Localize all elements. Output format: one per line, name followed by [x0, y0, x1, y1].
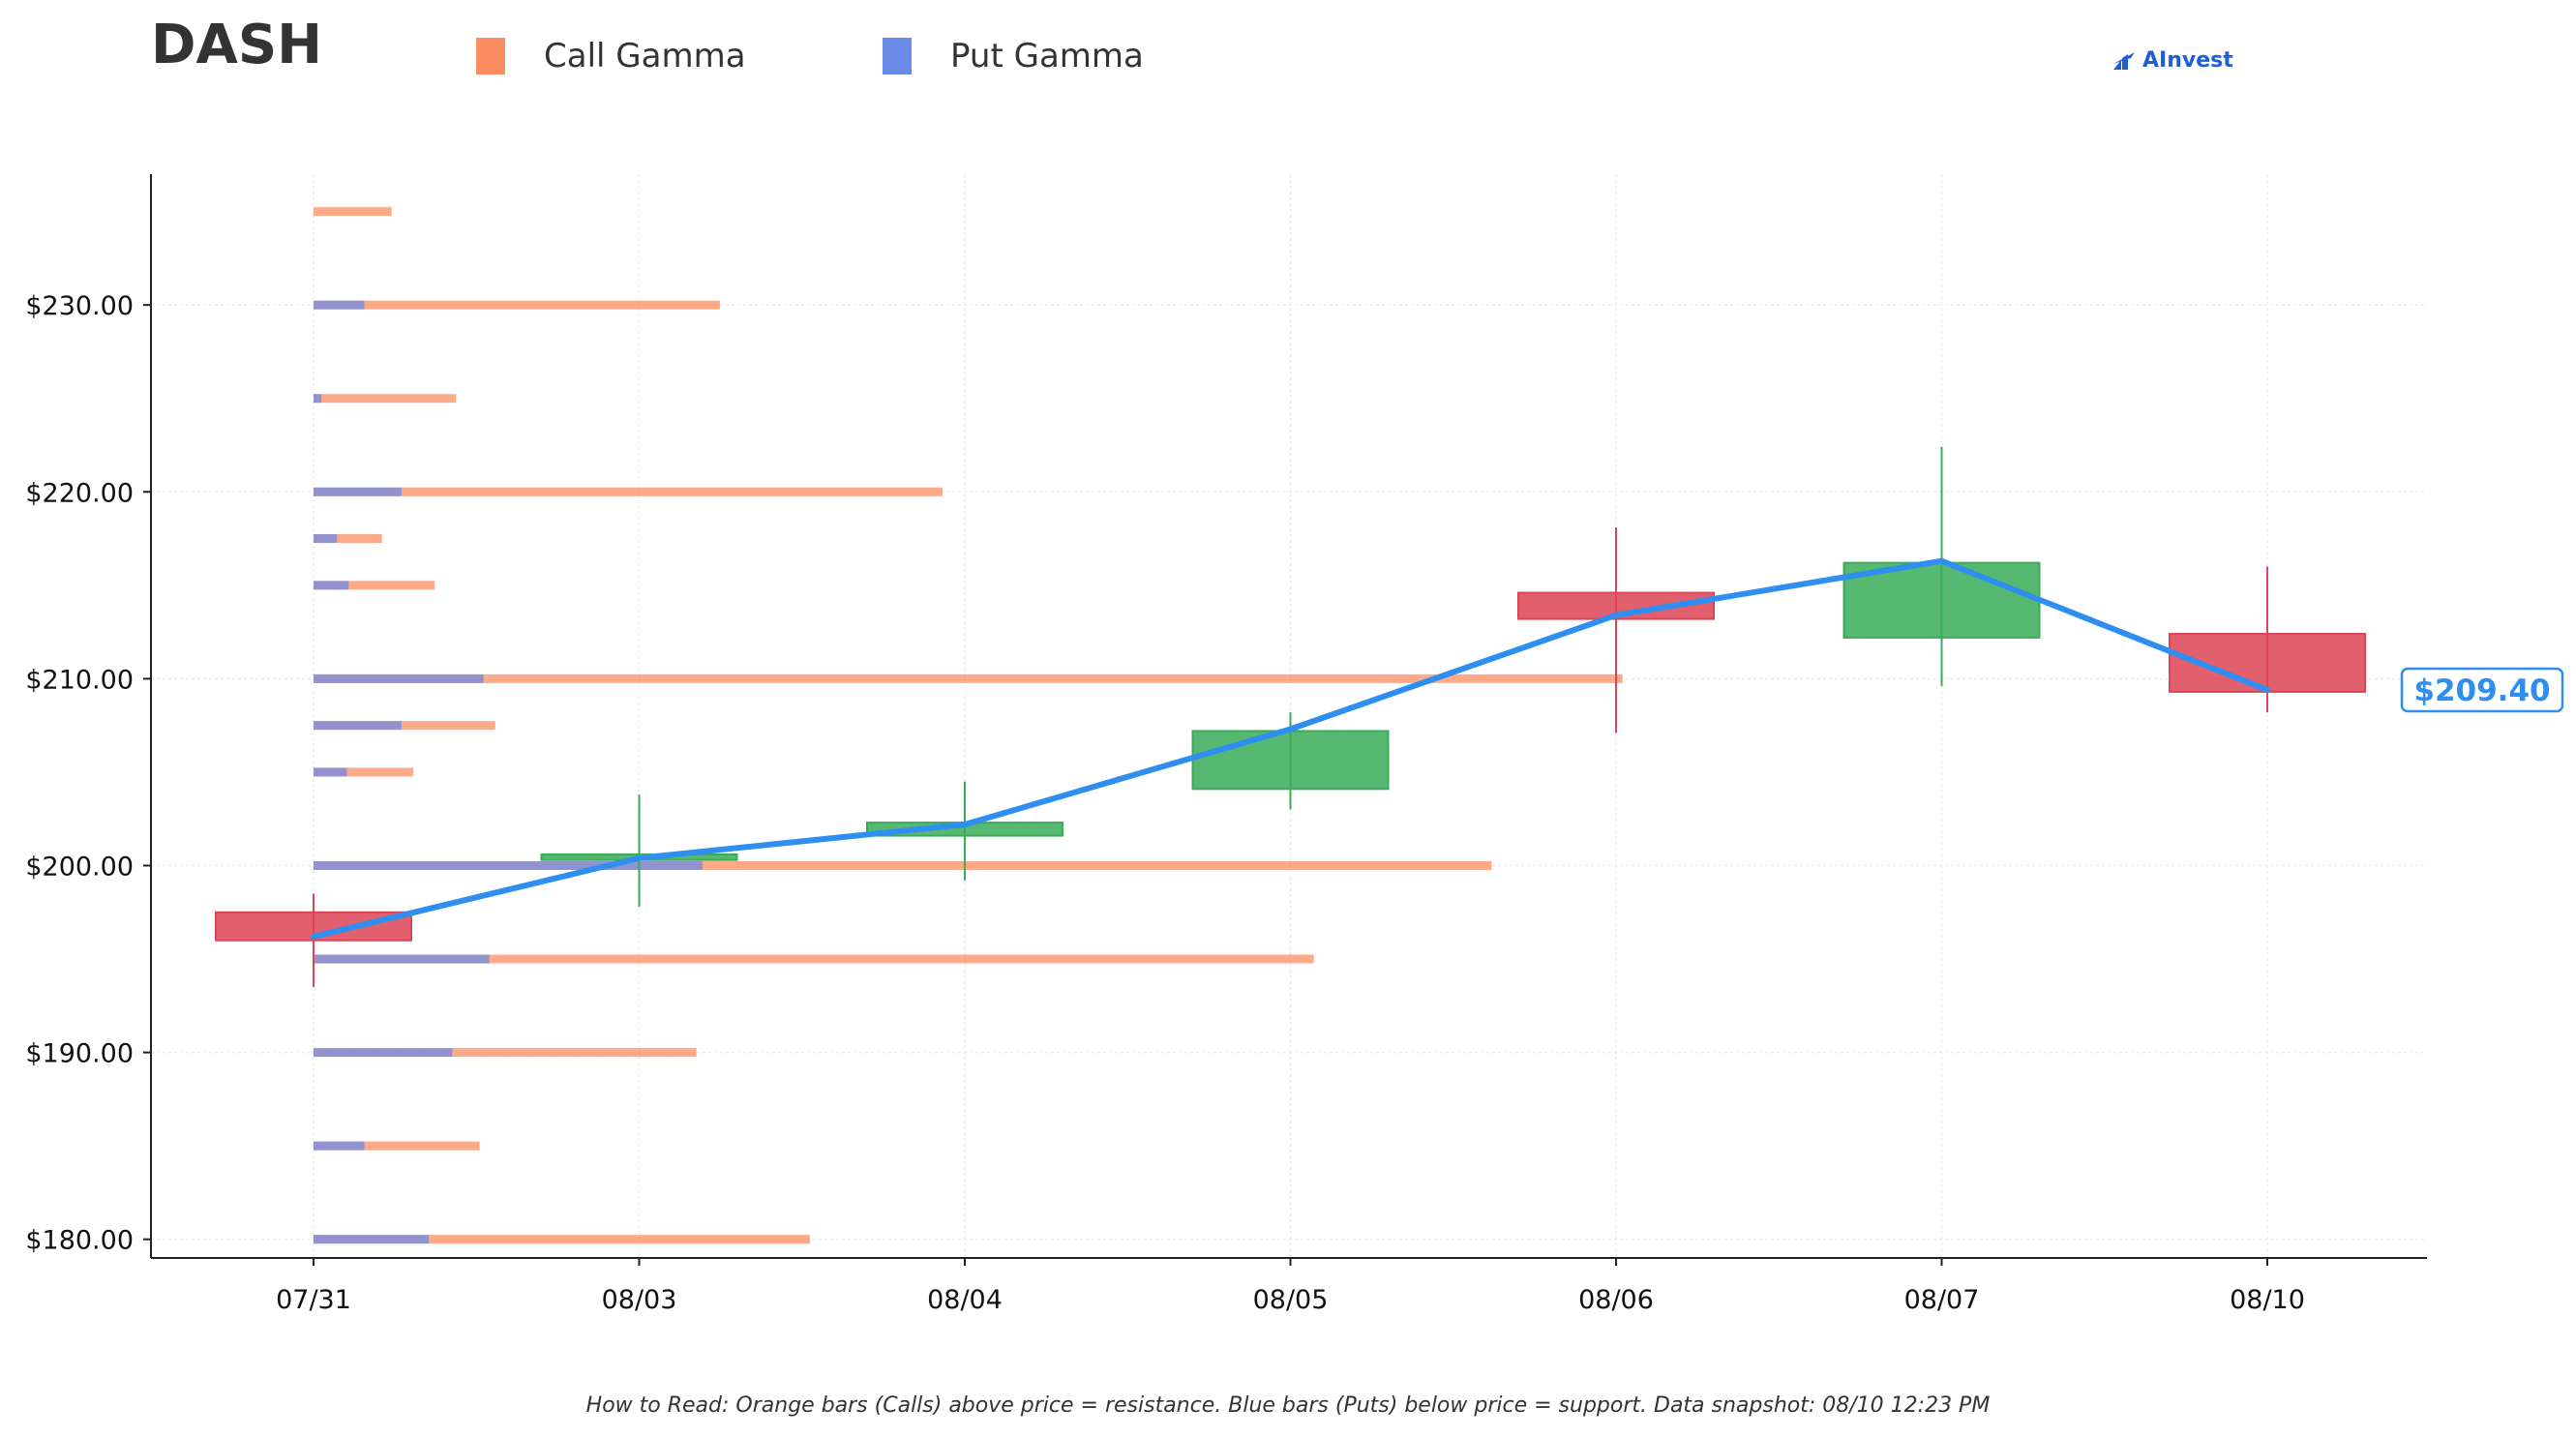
price-line [311, 557, 2270, 940]
x-tick-label: 08/06 [1578, 1285, 1654, 1315]
call-gamma-bar [314, 581, 435, 590]
call-gamma-bar [314, 1048, 697, 1058]
put-gamma-bar [314, 581, 349, 590]
legend-swatch-put [883, 38, 912, 75]
x-tick-label: 08/04 [927, 1285, 1003, 1315]
put-gamma-bar [314, 860, 703, 870]
y-tick-label: $220.00 [25, 478, 134, 508]
call-gamma-bar [314, 394, 457, 404]
y-tick-label: $210.00 [25, 665, 134, 695]
chart-title: DASH [151, 14, 323, 76]
legend-item-call-gamma: Call Gamma [476, 35, 746, 77]
call-gamma-bar [314, 721, 495, 731]
put-gamma-bar [314, 1048, 453, 1058]
put-gamma-bar [314, 674, 484, 683]
y-tick-label: $200.00 [25, 852, 134, 882]
call-gamma-bar [314, 674, 1623, 683]
x-tick-label: 08/05 [1253, 1285, 1329, 1315]
legend-item-put-gamma: Put Gamma [883, 35, 1144, 77]
gamma-bars-layer [314, 207, 1623, 1244]
call-gamma-bar [314, 300, 720, 310]
put-gamma-bar [314, 300, 365, 310]
candles-layer [215, 446, 2366, 987]
ainvest-logo: AInvest [2112, 48, 2233, 73]
x-tick-label: 08/10 [2230, 1285, 2305, 1315]
put-gamma-bar [314, 1141, 365, 1151]
axes-layer [143, 174, 2427, 1266]
call-gamma-bar [314, 1235, 810, 1244]
logo-text: AInvest [2142, 48, 2233, 73]
price-line-layer [311, 557, 2270, 940]
x-tick-label: 08/03 [602, 1285, 677, 1315]
put-gamma-bar [314, 721, 402, 731]
call-gamma-bar [314, 1141, 480, 1151]
call-gamma-bar [314, 207, 392, 217]
ainvest-logo-icon [2113, 51, 2135, 70]
last-price-box [2400, 667, 2564, 713]
candlestick-gamma-chart: $180.00 $190.00 $200.00 $210.00 $220.00 $230.… [25, 174, 2564, 1315]
legend-label-call: Call Gamma [544, 37, 746, 75]
put-gamma-bar [314, 534, 338, 544]
put-gamma-bar [314, 487, 402, 496]
x-tick-label: 08/07 [1904, 1285, 1980, 1315]
call-gamma-bar [314, 487, 944, 496]
call-gamma-bar [314, 767, 413, 777]
grid-layer [151, 174, 2427, 1258]
call-gamma-bar [314, 954, 1314, 964]
legend-label-put: Put Gamma [950, 37, 1144, 75]
x-tick-label: 07/31 [276, 1285, 351, 1315]
put-gamma-bar [314, 767, 347, 777]
labels-layer: $180.00 $190.00 $200.00 $210.00 $220.00 $230.… [25, 291, 2564, 1315]
put-gamma-bar [314, 394, 322, 404]
last-price-label: $209.40 [2413, 674, 2550, 708]
put-gamma-bar [314, 954, 490, 964]
legend-swatch-call [476, 38, 505, 75]
candle-body [1842, 561, 2041, 639]
footnote: How to Read: Orange bars (Calls) above p… [585, 1393, 1991, 1418]
call-gamma-bar [314, 534, 382, 544]
put-gamma-bar [314, 1235, 430, 1244]
y-tick-label: $190.00 [25, 1039, 134, 1069]
candle-body [1191, 730, 1390, 791]
y-tick-label: $230.00 [25, 291, 134, 321]
call-gamma-bar [314, 860, 1492, 870]
y-tick-label: $180.00 [25, 1226, 134, 1256]
